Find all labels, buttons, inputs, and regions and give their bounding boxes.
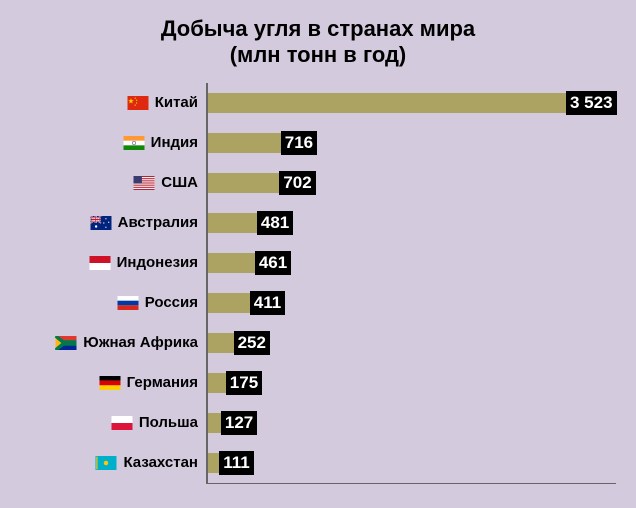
bar-cell: 3 523 [208, 83, 620, 123]
bar [208, 213, 257, 233]
ru-flag-icon [117, 296, 139, 310]
bar-cell: 716 [208, 123, 620, 163]
title-line-1: Добыча угля в странах мира [161, 16, 475, 41]
chart-row: Германия 175 [16, 363, 620, 403]
chart-row: Южная Африка 252 [16, 323, 620, 363]
value-badge: 252 [234, 331, 270, 355]
chart-title: Добыча угля в странах мира (млн тонн в г… [16, 16, 620, 69]
bar-cell: 127 [208, 403, 620, 443]
title-line-2: (млн тонн в год) [230, 42, 407, 67]
row-label-cell: США [16, 174, 206, 191]
bar [208, 373, 226, 393]
bar-cell: 111 [208, 443, 620, 483]
chart-row: Индия 716 [16, 123, 620, 163]
bar-cell: 461 [208, 243, 620, 283]
bar [208, 253, 255, 273]
row-label-cell: Индия [16, 134, 206, 151]
bar [208, 93, 566, 113]
value-badge: 3 523 [566, 91, 617, 115]
bar-cell: 411 [208, 283, 620, 323]
country-label: Южная Африка [83, 334, 198, 351]
chart-row: США 702 [16, 163, 620, 203]
row-label-cell: Германия [16, 374, 206, 391]
row-label-cell: Индонезия [16, 254, 206, 271]
us-flag-icon [133, 176, 155, 190]
value-badge: 175 [226, 371, 262, 395]
x-axis-line [206, 483, 616, 485]
value-badge: 481 [257, 211, 293, 235]
country-label: Польша [139, 414, 198, 431]
chart-row: Казахстан 111 [16, 443, 620, 483]
coal-production-chart: Добыча угля в странах мира (млн тонн в г… [0, 0, 636, 508]
au-flag-icon [90, 216, 112, 230]
chart-row: Австралия 481 [16, 203, 620, 243]
country-label: Индия [151, 134, 198, 151]
row-label-cell: Китай [16, 94, 206, 111]
bar [208, 333, 234, 353]
bar [208, 293, 250, 313]
value-badge: 411 [250, 291, 285, 315]
bar-cell: 702 [208, 163, 620, 203]
bar [208, 133, 281, 153]
row-label-cell: Южная Африка [16, 334, 206, 351]
country-label: Австралия [118, 214, 198, 231]
country-label: Казахстан [123, 454, 198, 471]
country-label: Россия [145, 294, 198, 311]
bar [208, 173, 279, 193]
row-label-cell: Россия [16, 294, 206, 311]
bar [208, 413, 221, 433]
bar-cell: 252 [208, 323, 620, 363]
pl-flag-icon [111, 416, 133, 430]
row-label-cell: Австралия [16, 214, 206, 231]
row-label-cell: Польша [16, 414, 206, 431]
de-flag-icon [99, 376, 121, 390]
chart-row: Индонезия 461 [16, 243, 620, 283]
chart-row: Россия 411 [16, 283, 620, 323]
plot-area: Китай 3 523 Индия 716 США 702 Австралия 481 Индо… [16, 83, 620, 483]
country-label: США [161, 174, 198, 191]
cn-flag-icon [127, 96, 149, 110]
country-label: Китай [155, 94, 198, 111]
kz-flag-icon [95, 456, 117, 470]
chart-row: Польша 127 [16, 403, 620, 443]
value-badge: 127 [221, 411, 257, 435]
value-badge: 702 [279, 171, 315, 195]
country-label: Германия [127, 374, 198, 391]
za-flag-icon [55, 336, 77, 350]
value-badge: 716 [281, 131, 317, 155]
id-flag-icon [89, 256, 111, 270]
country-label: Индонезия [117, 254, 198, 271]
in-flag-icon [123, 136, 145, 150]
bar-cell: 481 [208, 203, 620, 243]
value-badge: 111 [219, 451, 254, 475]
value-badge: 461 [255, 251, 291, 275]
bar-cell: 175 [208, 363, 620, 403]
row-label-cell: Казахстан [16, 454, 206, 471]
chart-row: Китай 3 523 [16, 83, 620, 123]
bar [208, 453, 219, 473]
